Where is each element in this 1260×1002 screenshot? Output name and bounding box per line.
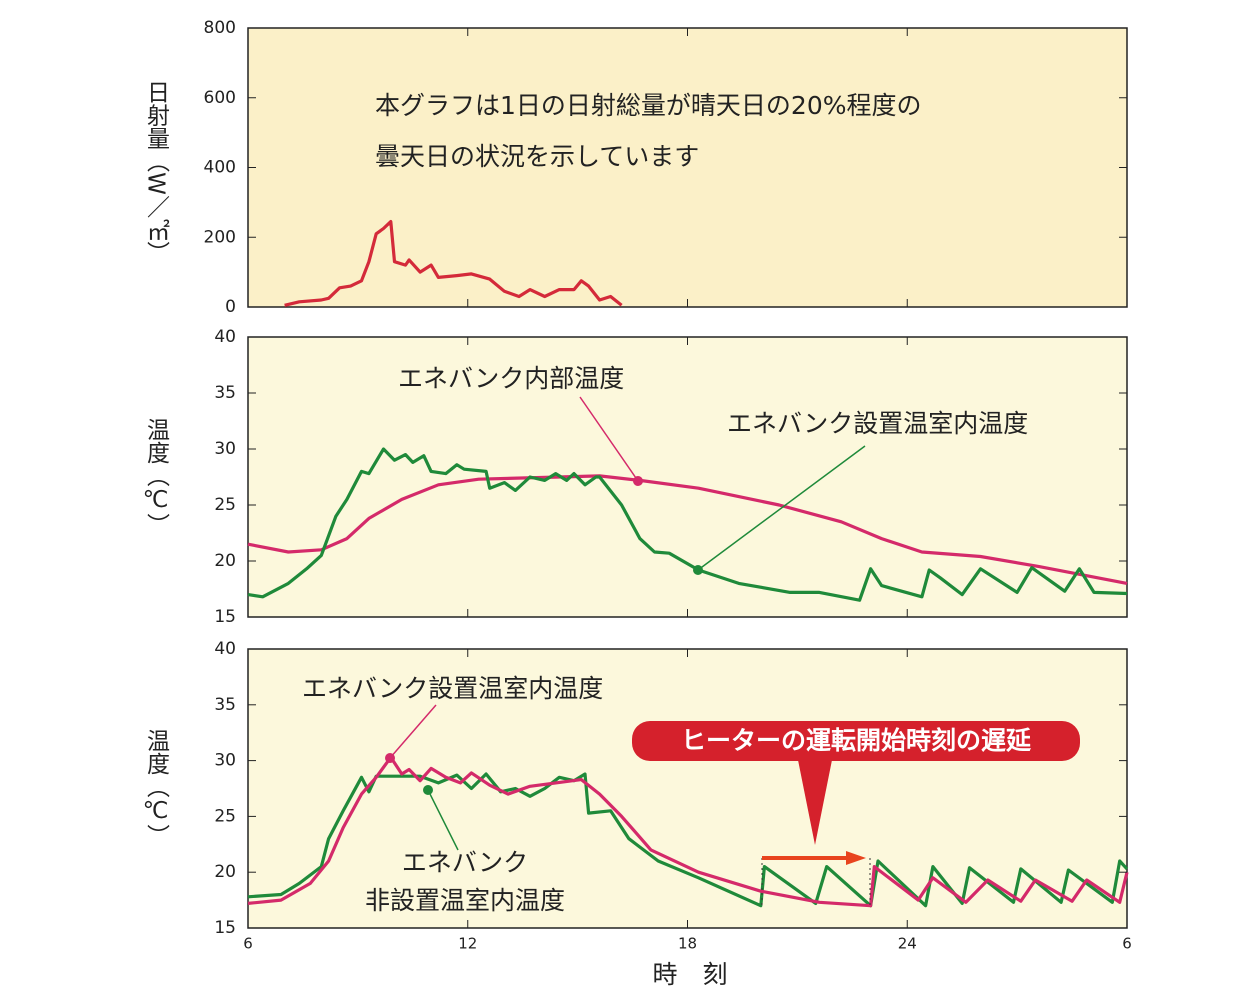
y-tick-label: 20 — [214, 551, 236, 571]
plot-layer — [247, 220, 1129, 908]
annotation-dot — [423, 785, 433, 795]
annotation: エネバンク内部温度 — [398, 364, 624, 393]
y-tick-label: 400 — [204, 158, 236, 178]
y-tick-label: 40 — [214, 327, 236, 347]
x-tick-label: 6 — [243, 935, 253, 953]
x-tick-label: 24 — [898, 935, 917, 953]
y-tick-label: 15 — [214, 918, 236, 938]
leader-line — [427, 789, 459, 851]
annotation-dot — [693, 565, 703, 575]
y-tick-label: 35 — [214, 383, 236, 403]
annotation: エネバンク設置温室内温度 — [302, 674, 603, 703]
annotation: エネバンク — [402, 848, 528, 877]
panel-3 — [247, 648, 1128, 929]
y-tick-label: 40 — [214, 639, 236, 659]
leader-line — [697, 445, 866, 571]
y-tick-label: 200 — [204, 227, 236, 247]
y-tick-label: 0 — [225, 297, 236, 317]
y-tick-label: 30 — [214, 751, 236, 771]
annotation-dot — [633, 476, 643, 486]
delay-arrow-head — [846, 851, 866, 865]
y-tick-label: 35 — [214, 695, 236, 715]
callout-text: ヒーターの運転開始時刻の遅延 — [681, 726, 1032, 755]
annotation: 本グラフは1日の日射総量が晴天日の20%程度の — [375, 91, 921, 120]
series-line — [284, 220, 623, 307]
series-line — [247, 772, 1129, 908]
y-tick-label: 800 — [204, 18, 236, 38]
callout-box — [632, 721, 1080, 761]
y-tick-label: 20 — [214, 862, 236, 882]
x-tick-label: 12 — [458, 935, 477, 953]
y-tick-label: 25 — [214, 806, 236, 826]
series-line — [247, 755, 1129, 908]
y-tick-label: 30 — [214, 439, 236, 459]
leader-line — [389, 704, 437, 759]
x-tick-label: 18 — [678, 935, 697, 953]
annotation: 非設置温室内温度 — [365, 886, 565, 915]
y-axis-label: 温度（℃） — [143, 418, 171, 536]
x-tick-label: 6 — [1122, 935, 1132, 953]
y-axis-label: 日射量（W／㎡） — [143, 80, 171, 264]
y-tick-label: 600 — [204, 88, 236, 108]
y-axis-label: 温度（℃） — [143, 729, 171, 847]
annotation: 曇天日の状況を示しています — [375, 142, 699, 171]
annotation: エネバンク設置温室内温度 — [727, 409, 1028, 438]
series-line — [247, 447, 1128, 602]
y-tick-label: 15 — [214, 607, 236, 627]
y-tick-label: 25 — [214, 495, 236, 515]
x-axis-label: 時 刻 — [652, 960, 727, 989]
annotation-dot — [385, 753, 395, 763]
callout-pointer — [798, 760, 832, 845]
panel-2 — [247, 336, 1128, 618]
leader-line — [579, 396, 639, 482]
